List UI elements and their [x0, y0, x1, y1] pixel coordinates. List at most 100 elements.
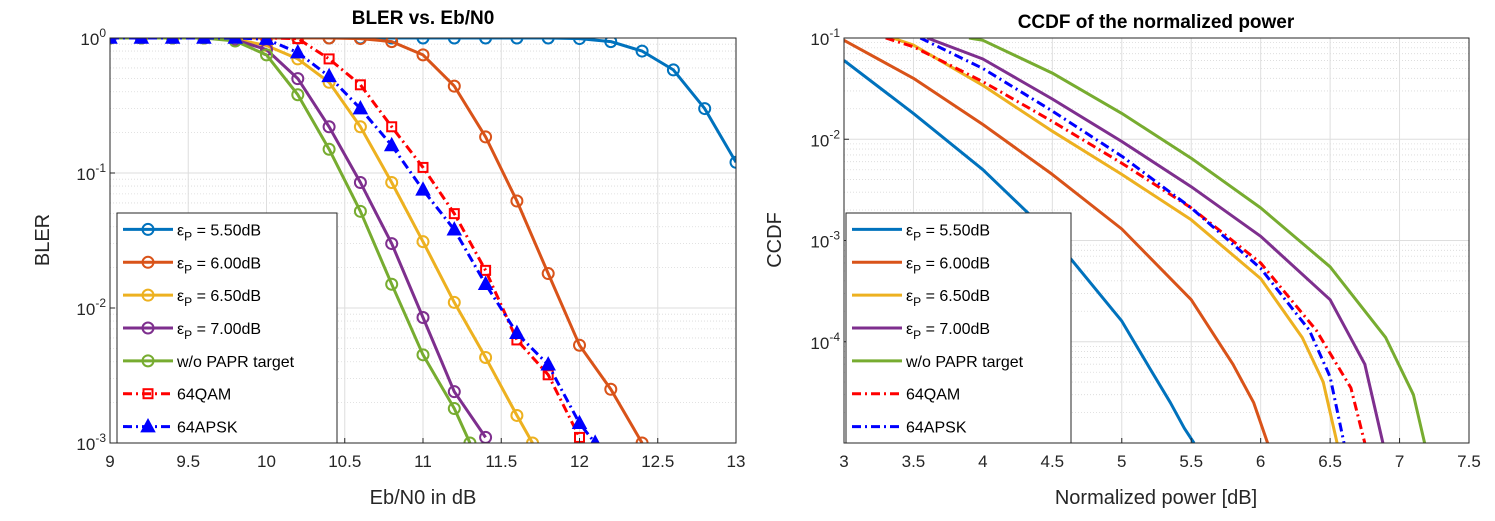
data-point [291, 72, 305, 86]
data-point [323, 53, 335, 65]
x-tick-label: 4.5 [1041, 452, 1065, 471]
legend-entry: 64QAM [123, 387, 231, 404]
x-tick-label: 3 [839, 452, 848, 471]
legend-marker [141, 354, 155, 368]
series-line [110, 38, 736, 164]
series-group [110, 38, 736, 443]
data-point [463, 436, 477, 443]
legend-entry: 64APSK [852, 420, 967, 437]
legend: εP = 5.50dB εP = 6.00dB εP = 6.50dB εP = 7.… [116, 212, 338, 444]
legend-label: εP = 5.50dB [177, 222, 261, 243]
data-point [541, 267, 555, 281]
data-point [322, 142, 336, 156]
data-point [446, 221, 463, 236]
series-3 [926, 38, 1385, 443]
data-point [541, 38, 555, 45]
x-tick-label: 7.5 [1457, 452, 1481, 471]
series-line [892, 38, 1339, 443]
y-tick-label: 10-3 [76, 431, 106, 454]
y-tick-label: 10-1 [76, 161, 106, 184]
data-point [540, 356, 556, 371]
data-point [447, 79, 461, 93]
series-line [926, 38, 1385, 443]
legend-label: εP = 6.50dB [177, 288, 261, 309]
legend-marker [141, 255, 155, 269]
x-tick-label: 6.5 [1318, 452, 1342, 471]
data-point [479, 38, 493, 45]
data-point [509, 324, 525, 340]
chart-title: BLER vs. Eb/N0 [352, 8, 495, 29]
legend-label: εP = 7.00dB [177, 321, 261, 342]
data-point [479, 130, 493, 144]
legend-entry: εP = 6.50dB [123, 288, 261, 309]
data-point [386, 121, 398, 133]
x-tick-label: 5.5 [1179, 452, 1203, 471]
data-point [447, 402, 461, 416]
data-point [322, 38, 336, 45]
tick-group: 3 3.5 4 4.5 5 5.5 6 6.5 7 7.5 10-1 10-2 10-3 10-4 [810, 26, 1480, 471]
y-axis-label: BLER [32, 214, 54, 266]
series-2 [892, 38, 1339, 443]
x-tick-label: 6 [1256, 452, 1265, 471]
data-point [321, 67, 337, 83]
data-point [352, 100, 369, 115]
data-point [480, 264, 492, 276]
series-group [844, 38, 1427, 443]
data-point [416, 48, 430, 62]
y-axis-label: CCDF [764, 212, 786, 268]
legend-marker [141, 321, 155, 335]
data-point [510, 408, 524, 422]
data-point [196, 38, 212, 44]
series-line [110, 38, 644, 443]
data-point [573, 338, 586, 352]
x-tick-label: 9 [105, 452, 114, 471]
data-point [416, 38, 430, 45]
data-point [479, 350, 493, 364]
data-point [416, 235, 430, 249]
legend-label: εP = 7.00dB [906, 321, 990, 342]
legend-marker [141, 288, 155, 302]
chart-title: CCDF of the normalized power [1018, 12, 1295, 33]
data-point [133, 38, 150, 44]
data-point [571, 414, 588, 430]
x-tick-label: 3.5 [902, 452, 926, 471]
legend-entry: εP = 5.50dB [852, 222, 990, 243]
x-axis-label: Eb/N0 in dB [370, 487, 477, 509]
x-tick-label: 4 [978, 452, 987, 471]
series-4 [968, 38, 1427, 443]
data-point [416, 348, 430, 362]
data-point [604, 38, 618, 49]
legend-label: εP = 6.00dB [906, 255, 990, 276]
data-point [666, 63, 680, 77]
data-point [698, 102, 712, 116]
data-point [353, 176, 367, 190]
y-tick-label: 10-2 [76, 296, 106, 319]
legend-entry: 64APSK [123, 417, 238, 437]
data-point [292, 38, 304, 45]
series-line [919, 38, 1346, 443]
x-tick-label: 10.5 [328, 452, 361, 471]
legend: εP = 5.50dB εP = 6.00dB εP = 6.50dB εP = 7.… [845, 212, 1072, 444]
x-tick-label: 12.5 [641, 452, 674, 471]
series-line [844, 38, 1270, 443]
y-tick-label: 10-1 [810, 26, 840, 49]
data-point [510, 194, 524, 208]
data-point [526, 436, 540, 443]
bler-chart: 9 9.5 10 10.5 11 11.5 12 12.5 1310010-110-210-3 … [32, 8, 745, 509]
y-tick-label: 10-3 [810, 229, 840, 252]
data-point [227, 38, 243, 44]
legend-label: 64QAM [177, 387, 231, 404]
legend-entry: εP = 5.50dB [123, 222, 261, 243]
series-line [844, 59, 1196, 443]
x-tick-label: 11 [414, 452, 432, 471]
legend-label: w/o PAPR target [905, 354, 1024, 371]
y-tick-label: 10-4 [810, 330, 840, 353]
series-line [110, 38, 487, 439]
data-point [110, 38, 118, 44]
data-point [322, 120, 336, 134]
data-point [385, 277, 399, 291]
legend-marker [140, 417, 156, 433]
legend-label: 64APSK [177, 420, 238, 437]
legend-label: 64QAM [906, 387, 960, 404]
